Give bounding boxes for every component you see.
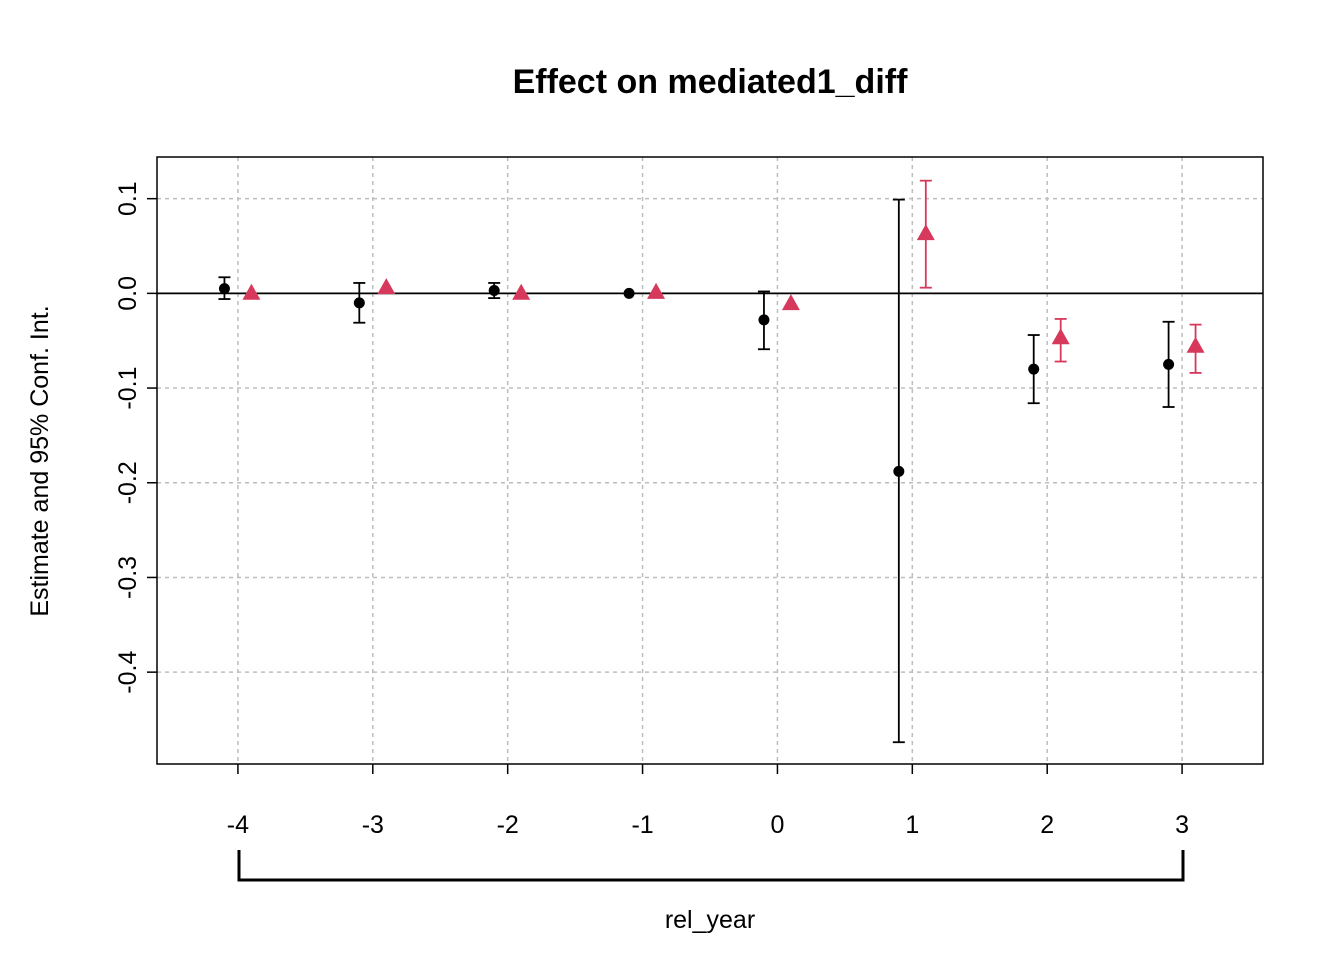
estimate-triangle bbox=[242, 283, 261, 300]
y-axis-label: Estimate and 95% Conf. Int. bbox=[26, 305, 54, 616]
y-axis: 0.1 0.0 -0.1 -0.2 -0.3 -0.4 bbox=[114, 181, 157, 694]
x-tick-label: 3 bbox=[1175, 811, 1189, 839]
x-axis-label: rel_year bbox=[665, 906, 755, 934]
estimate-triangle bbox=[377, 278, 396, 295]
y-tick-label: -0.3 bbox=[114, 556, 142, 599]
estimate-point bbox=[218, 283, 230, 295]
estimate-point bbox=[758, 314, 770, 326]
y-tick-label: -0.1 bbox=[114, 367, 142, 410]
estimate-point bbox=[488, 285, 500, 297]
grid-layer bbox=[157, 157, 1263, 764]
estimate-point bbox=[623, 287, 635, 299]
x-axis: -4 -3 -2 -1 0 1 2 3 bbox=[227, 764, 1189, 839]
x-tick-label: 0 bbox=[770, 811, 784, 839]
x-axis-bracket bbox=[237, 850, 1185, 882]
estimate-triangle bbox=[1186, 336, 1205, 353]
estimate-point bbox=[1163, 358, 1175, 370]
estimate-triangle bbox=[781, 294, 800, 311]
estimate-triangle bbox=[647, 282, 666, 299]
x-tick-label: -2 bbox=[497, 811, 519, 839]
chart-title: Effect on mediated1_diff bbox=[513, 63, 909, 101]
y-tick-label: -0.2 bbox=[114, 461, 142, 504]
y-tick-label: 0.1 bbox=[114, 181, 142, 216]
x-tick-label: 1 bbox=[905, 811, 919, 839]
estimate-triangle bbox=[916, 224, 935, 241]
estimate-triangle bbox=[512, 283, 531, 300]
x-tick-label: 2 bbox=[1040, 811, 1054, 839]
y-tick-label: 0.0 bbox=[114, 276, 142, 311]
estimate-triangle bbox=[1051, 328, 1070, 345]
estimate-point bbox=[893, 465, 905, 477]
x-tick-label: -3 bbox=[362, 811, 384, 839]
x-tick-label: -4 bbox=[227, 811, 249, 839]
y-tick-label: -0.4 bbox=[114, 651, 142, 694]
estimate-point bbox=[1028, 363, 1040, 375]
marks-layer bbox=[218, 179, 1205, 744]
plot-frame bbox=[156, 156, 1264, 765]
x-tick-label: -1 bbox=[631, 811, 653, 839]
estimate-point bbox=[353, 297, 365, 309]
